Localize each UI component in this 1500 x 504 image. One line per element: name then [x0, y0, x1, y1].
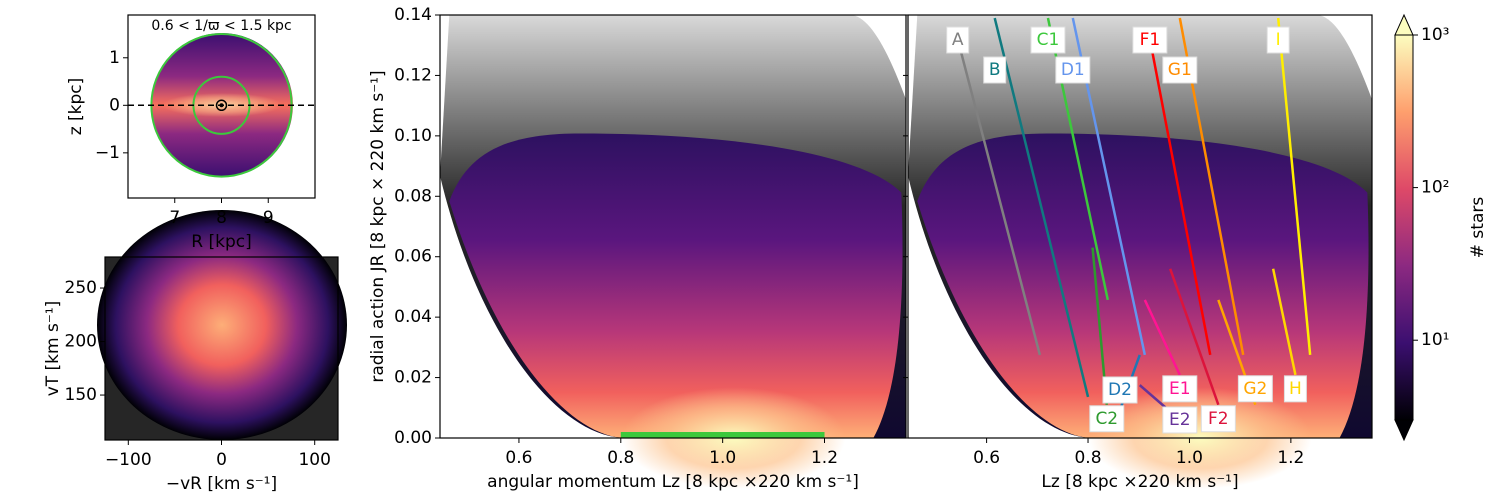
axes-frame [127, 14, 316, 199]
x-tick-label: 0.8 [1074, 448, 1101, 468]
y-tick-label: −1 [95, 143, 120, 163]
sun-marker [219, 103, 224, 108]
y-axis-label: radial action JR [8 kpc × 220 km s⁻¹] [368, 70, 388, 382]
ridge-line [1276, 17, 1312, 356]
x-axis-label: R [kpc] [191, 232, 251, 252]
ridge-line [1271, 268, 1297, 376]
density-map [440, 15, 906, 489]
x-tick-label: 1.2 [811, 448, 838, 468]
axes-frame [439, 14, 907, 439]
y-axis-label: vT [km s⁻¹] [43, 301, 63, 397]
ridge-label-box [946, 26, 970, 54]
colorbar-tick-label: 10³ [1421, 25, 1449, 45]
y-tick-label: 0.06 [394, 247, 432, 267]
ridge-line [956, 38, 1042, 356]
y-tick-label: 250 [65, 278, 97, 298]
y-axis-label: z [kpc] [66, 78, 86, 136]
ridge-label-box [1102, 376, 1138, 404]
y-tick-label: 200 [65, 332, 97, 352]
ridge-label-box [1237, 375, 1273, 403]
ridge-label-box [1162, 56, 1198, 84]
y-tick-label: 0.00 [394, 428, 432, 448]
x-tick-label: 7 [169, 208, 180, 228]
ridge-label: D1 [1061, 60, 1085, 80]
ridge-line [1168, 268, 1220, 406]
x-tick-label: 0.8 [607, 448, 634, 468]
colorbar-label: # stars [1468, 197, 1488, 259]
colorbar [1395, 35, 1413, 420]
ridge-label-box [1030, 26, 1066, 54]
x-axis-label: Lz [8 kpc ×220 km s⁻¹] [1041, 472, 1238, 492]
ridge-line [1143, 299, 1181, 376]
colorbar-frame [1394, 34, 1414, 421]
ridge-label: D2 [1108, 380, 1132, 400]
y-tick-label: 0.02 [394, 368, 432, 388]
y-tick-label: 0.12 [394, 65, 432, 85]
ridge-label: G2 [1243, 379, 1267, 399]
colorbar-extend [1394, 419, 1414, 442]
y-tick-label: 1 [109, 48, 120, 68]
ridge-label-box [1283, 375, 1307, 403]
ridge-label: E1 [1169, 379, 1191, 399]
density-map [97, 210, 347, 440]
y-tick-label: 0 [109, 95, 120, 115]
ridge-label: B [989, 60, 1001, 80]
x-tick-label: 100 [298, 450, 330, 470]
ridge-label-box [983, 56, 1007, 84]
y-tick-label: 0.04 [394, 307, 432, 327]
ridge-label-box [1089, 405, 1125, 433]
x-tick-label: 0 [216, 450, 227, 470]
x-tick-label: 1.0 [709, 448, 736, 468]
ridge-label-box [1200, 405, 1236, 433]
ridge-label: A [952, 30, 964, 50]
ridge-label: C2 [1095, 409, 1118, 429]
density-map [908, 15, 1372, 489]
x-tick-label: 0.6 [973, 448, 1000, 468]
highlight-range [620, 432, 825, 438]
x-tick-label: 8 [216, 208, 227, 228]
ridge-label: F1 [1140, 30, 1161, 50]
ridge-label-box [1162, 406, 1198, 434]
x-tick-label: 1.2 [1277, 448, 1304, 468]
ridge-label: I [1276, 30, 1281, 50]
x-tick-label: 0.6 [505, 448, 532, 468]
x-axis-label: −vR [km s⁻¹] [166, 474, 277, 494]
ridge-label-box [1162, 375, 1198, 403]
ridge-label: F2 [1208, 409, 1229, 429]
colorbar-tick-label: 10² [1421, 178, 1449, 198]
ridge-label: C1 [1037, 30, 1060, 50]
ridge-label: G1 [1168, 60, 1192, 80]
x-tick-label: 9 [263, 208, 274, 228]
ridge-label-box [1055, 56, 1091, 84]
y-tick-label: 0.10 [394, 126, 432, 146]
annotation: 0.6 < 1/ϖ < 1.5 kpc [151, 18, 291, 34]
ridge-label-box [1132, 26, 1168, 54]
sun-marker [215, 99, 228, 112]
x-tick-label: −100 [105, 450, 152, 470]
ridge-label-box [1266, 26, 1290, 54]
axes-frame [907, 14, 1373, 439]
ridge-label: E2 [1169, 410, 1191, 430]
colorbar-extend [1394, 13, 1414, 36]
ridge-line [993, 17, 1090, 398]
ridge-label: H [1289, 379, 1302, 399]
y-tick-label: 0.14 [394, 5, 432, 25]
ridge-line [1148, 38, 1212, 356]
x-tick-label: 1.0 [1176, 448, 1203, 468]
colorbar-tick-label: 10¹ [1421, 330, 1449, 350]
y-tick-label: 150 [65, 385, 97, 405]
axes-frame [104, 256, 339, 441]
x-axis-label: angular momentum Lz [8 kpc ×220 km s⁻¹] [487, 472, 859, 492]
y-tick-label: 0.08 [394, 186, 432, 206]
